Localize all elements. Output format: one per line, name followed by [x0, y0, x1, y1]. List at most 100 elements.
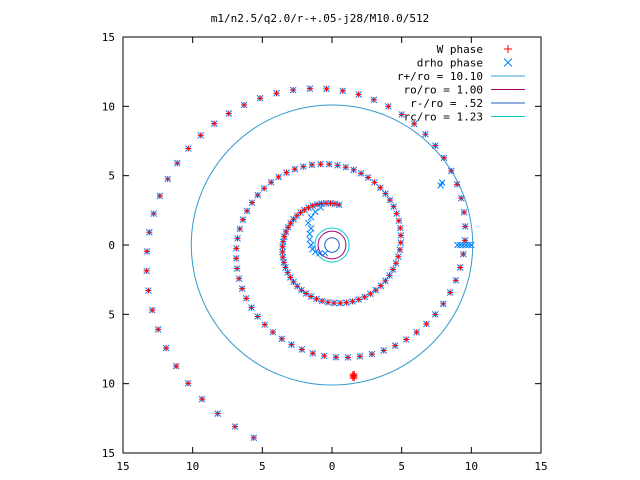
x-tick-label: 10 [465, 460, 478, 473]
data-point [308, 293, 315, 300]
data-point [304, 219, 312, 227]
data-point [403, 336, 410, 343]
data-point [314, 201, 321, 208]
data-point [236, 225, 243, 232]
data-point [309, 350, 316, 357]
data-point [317, 161, 324, 168]
radius-circle [324, 237, 340, 253]
y-tick-label: 5 [108, 170, 115, 183]
data-point [361, 294, 368, 301]
data-point [454, 181, 461, 188]
data-point [326, 161, 333, 168]
data-point [298, 346, 305, 353]
data-point [334, 162, 341, 169]
data-point [411, 120, 418, 127]
data-point [457, 264, 464, 271]
data-point [301, 206, 308, 213]
data-point [380, 347, 387, 354]
data-point [278, 335, 285, 342]
legend-label: drho phase [417, 57, 483, 70]
data-point [386, 196, 393, 203]
data-point [397, 225, 404, 232]
data-point [462, 237, 469, 244]
data-point [291, 166, 298, 173]
data-point [239, 216, 246, 223]
data-point [336, 201, 343, 208]
y-tick-label: 5 [108, 308, 115, 321]
data-point [398, 111, 405, 118]
data-point [392, 260, 399, 267]
data-point [306, 85, 313, 92]
data-point [145, 287, 152, 294]
data-point [351, 375, 358, 382]
data-point [452, 277, 459, 284]
data-point [350, 166, 357, 173]
data-point [250, 434, 257, 441]
data-point [239, 285, 246, 292]
legend-label: r+/ro = 10.10 [397, 70, 483, 83]
y-tick-label: 0 [108, 239, 115, 252]
data-point [413, 329, 420, 336]
data-point [155, 326, 162, 333]
data-point [197, 132, 204, 139]
data-point [372, 287, 379, 294]
data-point [319, 297, 326, 304]
data-point [294, 283, 301, 290]
data-point [149, 307, 156, 314]
data-point [311, 248, 319, 256]
data-point [356, 353, 363, 360]
data-point [199, 396, 206, 403]
legend-marker [504, 45, 512, 53]
data-point [461, 209, 468, 216]
data-point [306, 230, 314, 238]
data-point [395, 253, 402, 260]
data-point [279, 248, 286, 255]
data-point [462, 241, 470, 249]
data-point [316, 249, 323, 257]
data-point [243, 295, 250, 302]
data-point [465, 241, 472, 249]
data-point [254, 313, 261, 320]
data-point [244, 207, 251, 214]
y-tick-label: 15 [102, 447, 115, 460]
data-point [241, 102, 248, 109]
data-point [458, 195, 465, 202]
data-point [288, 341, 295, 348]
data-point [331, 300, 338, 307]
data-point [311, 208, 319, 216]
data-point [393, 210, 400, 217]
data-point [371, 179, 378, 186]
data-point [261, 185, 268, 192]
data-point [275, 174, 282, 181]
data-point [309, 202, 316, 209]
radius-circle [314, 227, 350, 263]
data-point [454, 241, 461, 249]
data-point [349, 298, 356, 305]
data-point [392, 342, 399, 349]
data-point [386, 272, 393, 279]
data-point [214, 410, 221, 417]
x-tick-label: 5 [259, 460, 266, 473]
data-point [339, 87, 346, 94]
data-point [365, 174, 372, 181]
data-point [290, 87, 297, 94]
data-point [321, 352, 328, 359]
data-point [447, 289, 454, 296]
data-point [367, 290, 374, 297]
data-point [233, 255, 240, 262]
data-point [163, 345, 170, 352]
data-point [382, 190, 389, 197]
x-tick-label: 15 [534, 460, 547, 473]
data-point [254, 192, 261, 199]
data-point [268, 179, 275, 186]
data-point [441, 154, 448, 161]
data-point [273, 90, 280, 97]
data-point [355, 91, 362, 98]
x-tick-label: 15 [116, 460, 129, 473]
data-point [390, 203, 397, 210]
y-tick-label: 15 [102, 31, 115, 44]
radius-circle [317, 230, 347, 260]
data-point [306, 236, 314, 243]
